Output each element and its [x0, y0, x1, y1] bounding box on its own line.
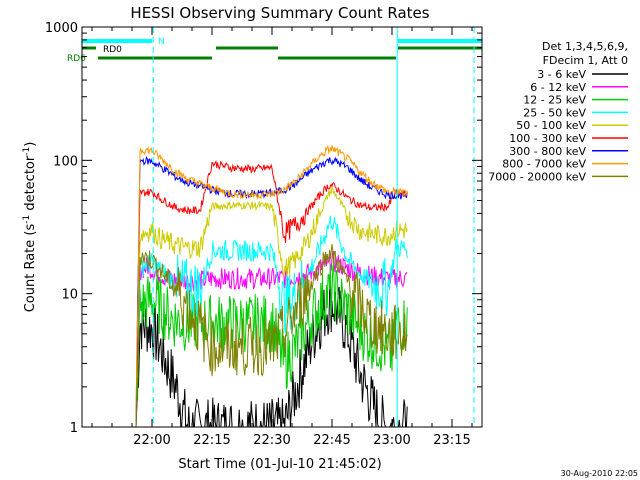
series-line-9 — [135, 244, 408, 428]
series-line-4 — [135, 215, 408, 428]
y-axis-label-end: ) — [23, 142, 38, 147]
x-tick-label: 22:30 — [253, 433, 290, 448]
x-tick-label: 22:15 — [193, 433, 230, 448]
y-axis-label-mid: detector — [23, 155, 38, 215]
axes: 1 10 100 1000 22:00 22:15 22:30 22:45 23:00 23:15 — [45, 21, 482, 448]
guide-lines — [152, 27, 475, 427]
flag-bars: N RD0 RD6 — [67, 37, 482, 64]
series-line-8 — [135, 144, 408, 428]
series-layer — [135, 144, 408, 428]
y-tick-label: 100 — [53, 154, 78, 169]
legend-label-8: 800 - 7000 keV — [502, 158, 586, 171]
x-tick-label: 23:00 — [373, 433, 410, 448]
y-axis-label-main: Count Rate (s — [23, 224, 38, 313]
rd0-flag-label: RD0 — [103, 45, 122, 55]
chart-title: HESSI Observing Summary Count Rates — [130, 4, 429, 22]
legend-label-2: 6 - 12 keV — [530, 81, 586, 94]
y-tick-label: 10 — [61, 288, 78, 303]
rd6-flag-label: RD6 — [67, 54, 86, 64]
y-tick-label: 1 — [70, 421, 78, 436]
legend-label-9: 7000 - 20000 keV — [488, 170, 586, 183]
legend-label-7: 300 - 800 keV — [509, 145, 586, 158]
legend-header-line-1: Det 1,3,4,5,6,9, — [542, 40, 628, 53]
series-line-5 — [135, 186, 408, 428]
night-flag-label: N — [158, 37, 165, 47]
plot-frame — [81, 26, 483, 428]
legend-label-6: 100 - 300 keV — [509, 132, 586, 145]
legend-label-3: 12 - 25 keV — [523, 94, 586, 107]
legend-label-4: 25 - 50 keV — [523, 106, 586, 119]
y-axis-label: Count Rate (s-1 detector-1) — [22, 142, 38, 313]
x-tick-label: 23:15 — [433, 433, 470, 448]
footer-date: 30-Aug-2010 22:05 — [561, 469, 638, 478]
legend-label-5: 50 - 100 keV — [516, 119, 586, 132]
series-line-6 — [135, 160, 408, 428]
x-tick-label: 22:45 — [313, 433, 350, 448]
legend-label-1: 3 - 6 keV — [537, 68, 586, 81]
y-axis-label-sup1: -1 — [22, 215, 32, 224]
series-line-1 — [135, 283, 408, 428]
legend: Det 1,3,4,5,6,9, FDecim 1, Att 0 3 - 6 k… — [488, 40, 628, 183]
x-axis-label: Start Time (01-Jul-10 21:45:02) — [178, 457, 381, 472]
y-axis-label-sup2: -1 — [22, 147, 32, 156]
y-tick-label: 1000 — [45, 21, 78, 36]
legend-header-line-2: FDecim 1, Att 0 — [543, 54, 628, 67]
x-tick-label: 22:00 — [133, 433, 170, 448]
